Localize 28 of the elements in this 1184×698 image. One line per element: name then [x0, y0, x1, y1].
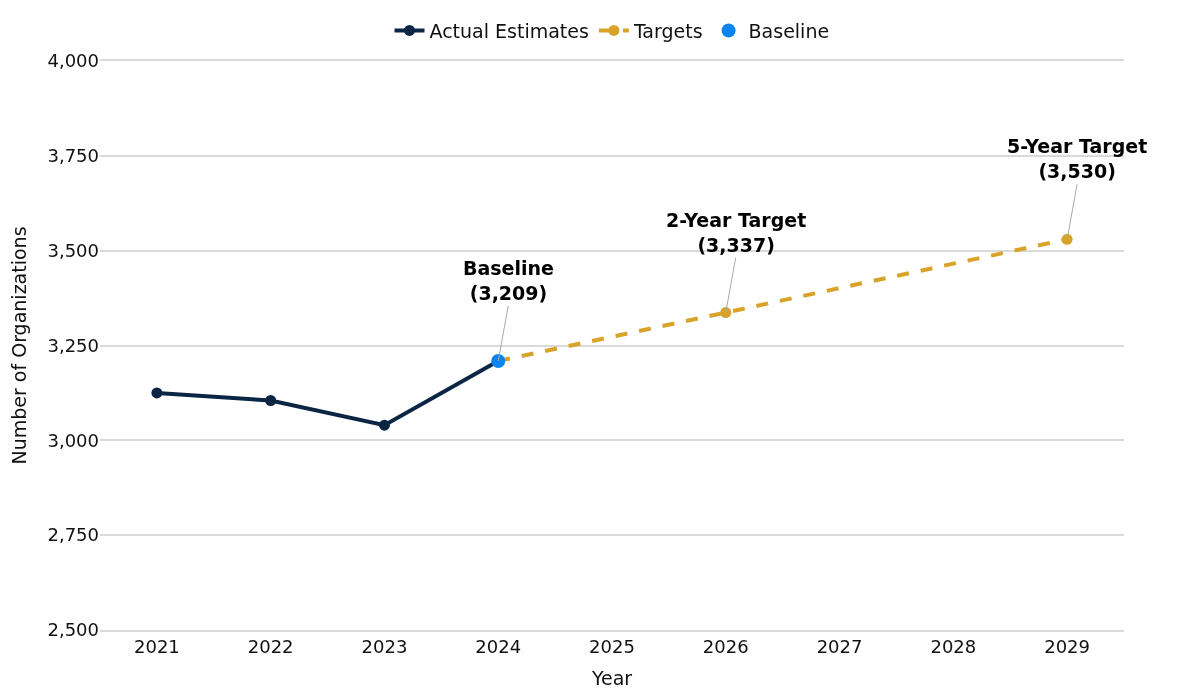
y-tick-label: 3,750 [47, 145, 99, 167]
point [151, 387, 163, 399]
annotation: Baseline (3,209) [463, 257, 554, 304]
x-tick-label: 2028 [930, 636, 977, 658]
annotation: 5-Year Target (3,530) [1007, 135, 1148, 182]
annotation: 2-Year Target (3,337) [666, 209, 807, 256]
x-tick-label: 2021 [133, 636, 180, 658]
legend-label: Baseline [748, 19, 830, 42]
x-tick-label: 2027 [816, 636, 863, 658]
x-axis-title: Year [590, 666, 633, 689]
x-tick-label: 2029 [1044, 636, 1091, 658]
y-axis-title: Number of Organizations [8, 226, 31, 465]
x-tick-label: 2024 [475, 636, 522, 658]
x-tick-label: 2025 [589, 636, 635, 658]
y-tick-label: 4,000 [47, 50, 99, 72]
x-tick-label: 2023 [361, 636, 408, 658]
x-tick-label: 2026 [702, 636, 749, 658]
legend-label: Targets [632, 19, 703, 42]
point [265, 395, 277, 406]
y-tick-label: 2,750 [47, 524, 99, 546]
y-tick-label: 2,500 [47, 619, 99, 641]
y-tick-label: 3,500 [47, 239, 99, 261]
legend-label: Actual Estimates [429, 19, 589, 42]
point [378, 419, 390, 431]
y-tick-label: 3,250 [47, 334, 99, 356]
x-tick-label: 2022 [247, 636, 294, 658]
y-tick-label: 3,000 [47, 429, 99, 451]
point [720, 307, 732, 318]
